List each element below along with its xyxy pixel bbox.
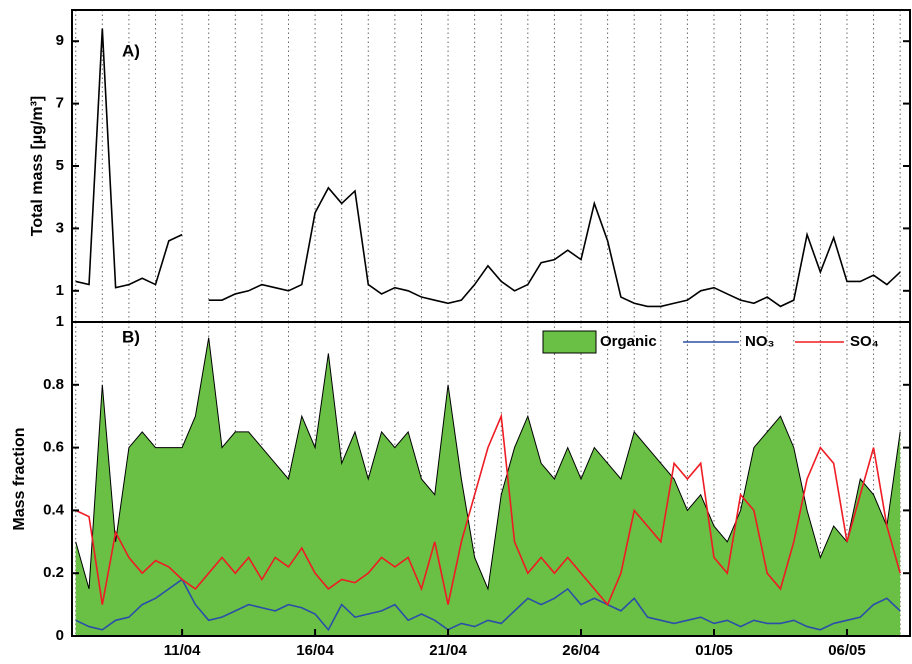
y-axis-title: Total mass [µg/m³] [29,96,46,237]
y-tick-label: 7 [56,95,64,112]
x-tick-label: 21/04 [429,642,467,659]
legend-swatch [542,330,597,354]
y-tick-label: 1 [56,313,64,330]
panel: 1 3 5 7 9 Total mass [µg/m³] A) [29,9,911,323]
legend-label: Organic [600,333,657,350]
panel-label: B) [122,327,140,346]
x-tick-label: 26/04 [562,642,600,659]
line [75,28,183,289]
plot-frame [71,9,911,323]
y-tick-label: 5 [56,157,64,174]
plot-frame [71,321,911,637]
panel-label: A) [122,41,140,60]
x-tick-label: 11/04 [164,642,201,659]
y-tick-label: 9 [56,32,64,49]
y-tick-label: 0.6 [43,439,64,456]
panel: 0 0.2 0.4 0.6 0.8 1 11/04 16/04 21/04 26/04 01/05 0… [11,313,911,659]
x-tick-label: 06/05 [828,642,866,659]
y-tick-label: 0 [56,627,64,644]
legend-label: NO₃ [745,333,775,350]
x-tick-label: 16/04 [296,642,334,659]
y-tick-label: 0.8 [43,376,64,393]
line [75,578,901,632]
y-tick-label: 0.4 [43,501,65,518]
y-tick-label: 1 [56,282,64,299]
area-edge [75,337,901,591]
line [208,186,901,308]
legend-label: SO₄ [850,333,879,350]
y-tick-label: 0.2 [43,564,64,581]
x-tick-label: 01/05 [695,642,733,659]
y-tick-label: 3 [56,219,64,236]
y-axis-title: Mass fraction [11,427,28,530]
area [75,337,901,636]
line [75,413,901,607]
